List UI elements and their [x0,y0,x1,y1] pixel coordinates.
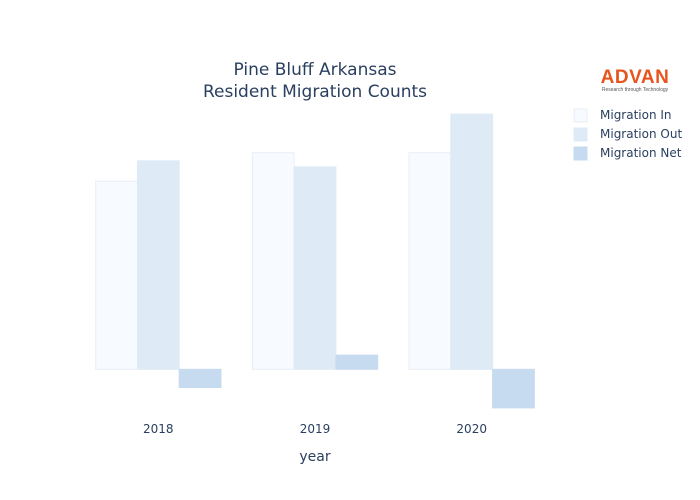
bar-migration-net-2020[interactable] [492,368,535,409]
legend-item-migration-out[interactable]: Migration Out [573,127,682,142]
legend-swatch [573,146,588,161]
chart-title-line-1: Pine Bluff Arkansas [233,60,396,80]
legend-swatch [573,108,588,123]
legend[interactable]: Migration In Migration Out Migration Net [573,108,682,161]
bar-migration-out-2018[interactable] [136,160,180,370]
legend-swatch [573,127,588,142]
chart-title-line-2: Resident Migration Counts [203,82,427,102]
logo-wordmark: ADVAN [601,67,670,88]
chart-title: Pine Bluff Arkansas Resident Migration C… [203,60,427,102]
x-tick-label: 2019 [300,422,331,436]
bar-migration-in-2019[interactable] [251,152,295,370]
logo-tagline: Research through Technology [602,87,669,93]
x-tick-label: 2018 [143,422,174,436]
bar-migration-out-2020[interactable] [450,113,494,370]
bar-migration-net-2018[interactable] [178,368,222,389]
bars [95,113,535,409]
x-tick-label: 2020 [456,422,487,436]
x-axis-title: year [299,449,330,465]
legend-label: Migration Net [600,146,682,160]
legend-label: Migration In [600,108,672,122]
bar-migration-in-2020[interactable] [408,152,452,370]
bar-migration-net-2019[interactable] [335,354,379,370]
bar-migration-out-2019[interactable] [293,166,337,370]
advan-logo: ADVAN Research through Technology [601,67,670,93]
bar-migration-in-2018[interactable] [95,180,138,370]
x-axis-ticks: 2018 2019 2020 [143,422,487,436]
legend-label: Migration Out [600,127,682,141]
legend-item-migration-in[interactable]: Migration In [573,108,672,123]
legend-item-migration-net[interactable]: Migration Net [573,146,682,161]
